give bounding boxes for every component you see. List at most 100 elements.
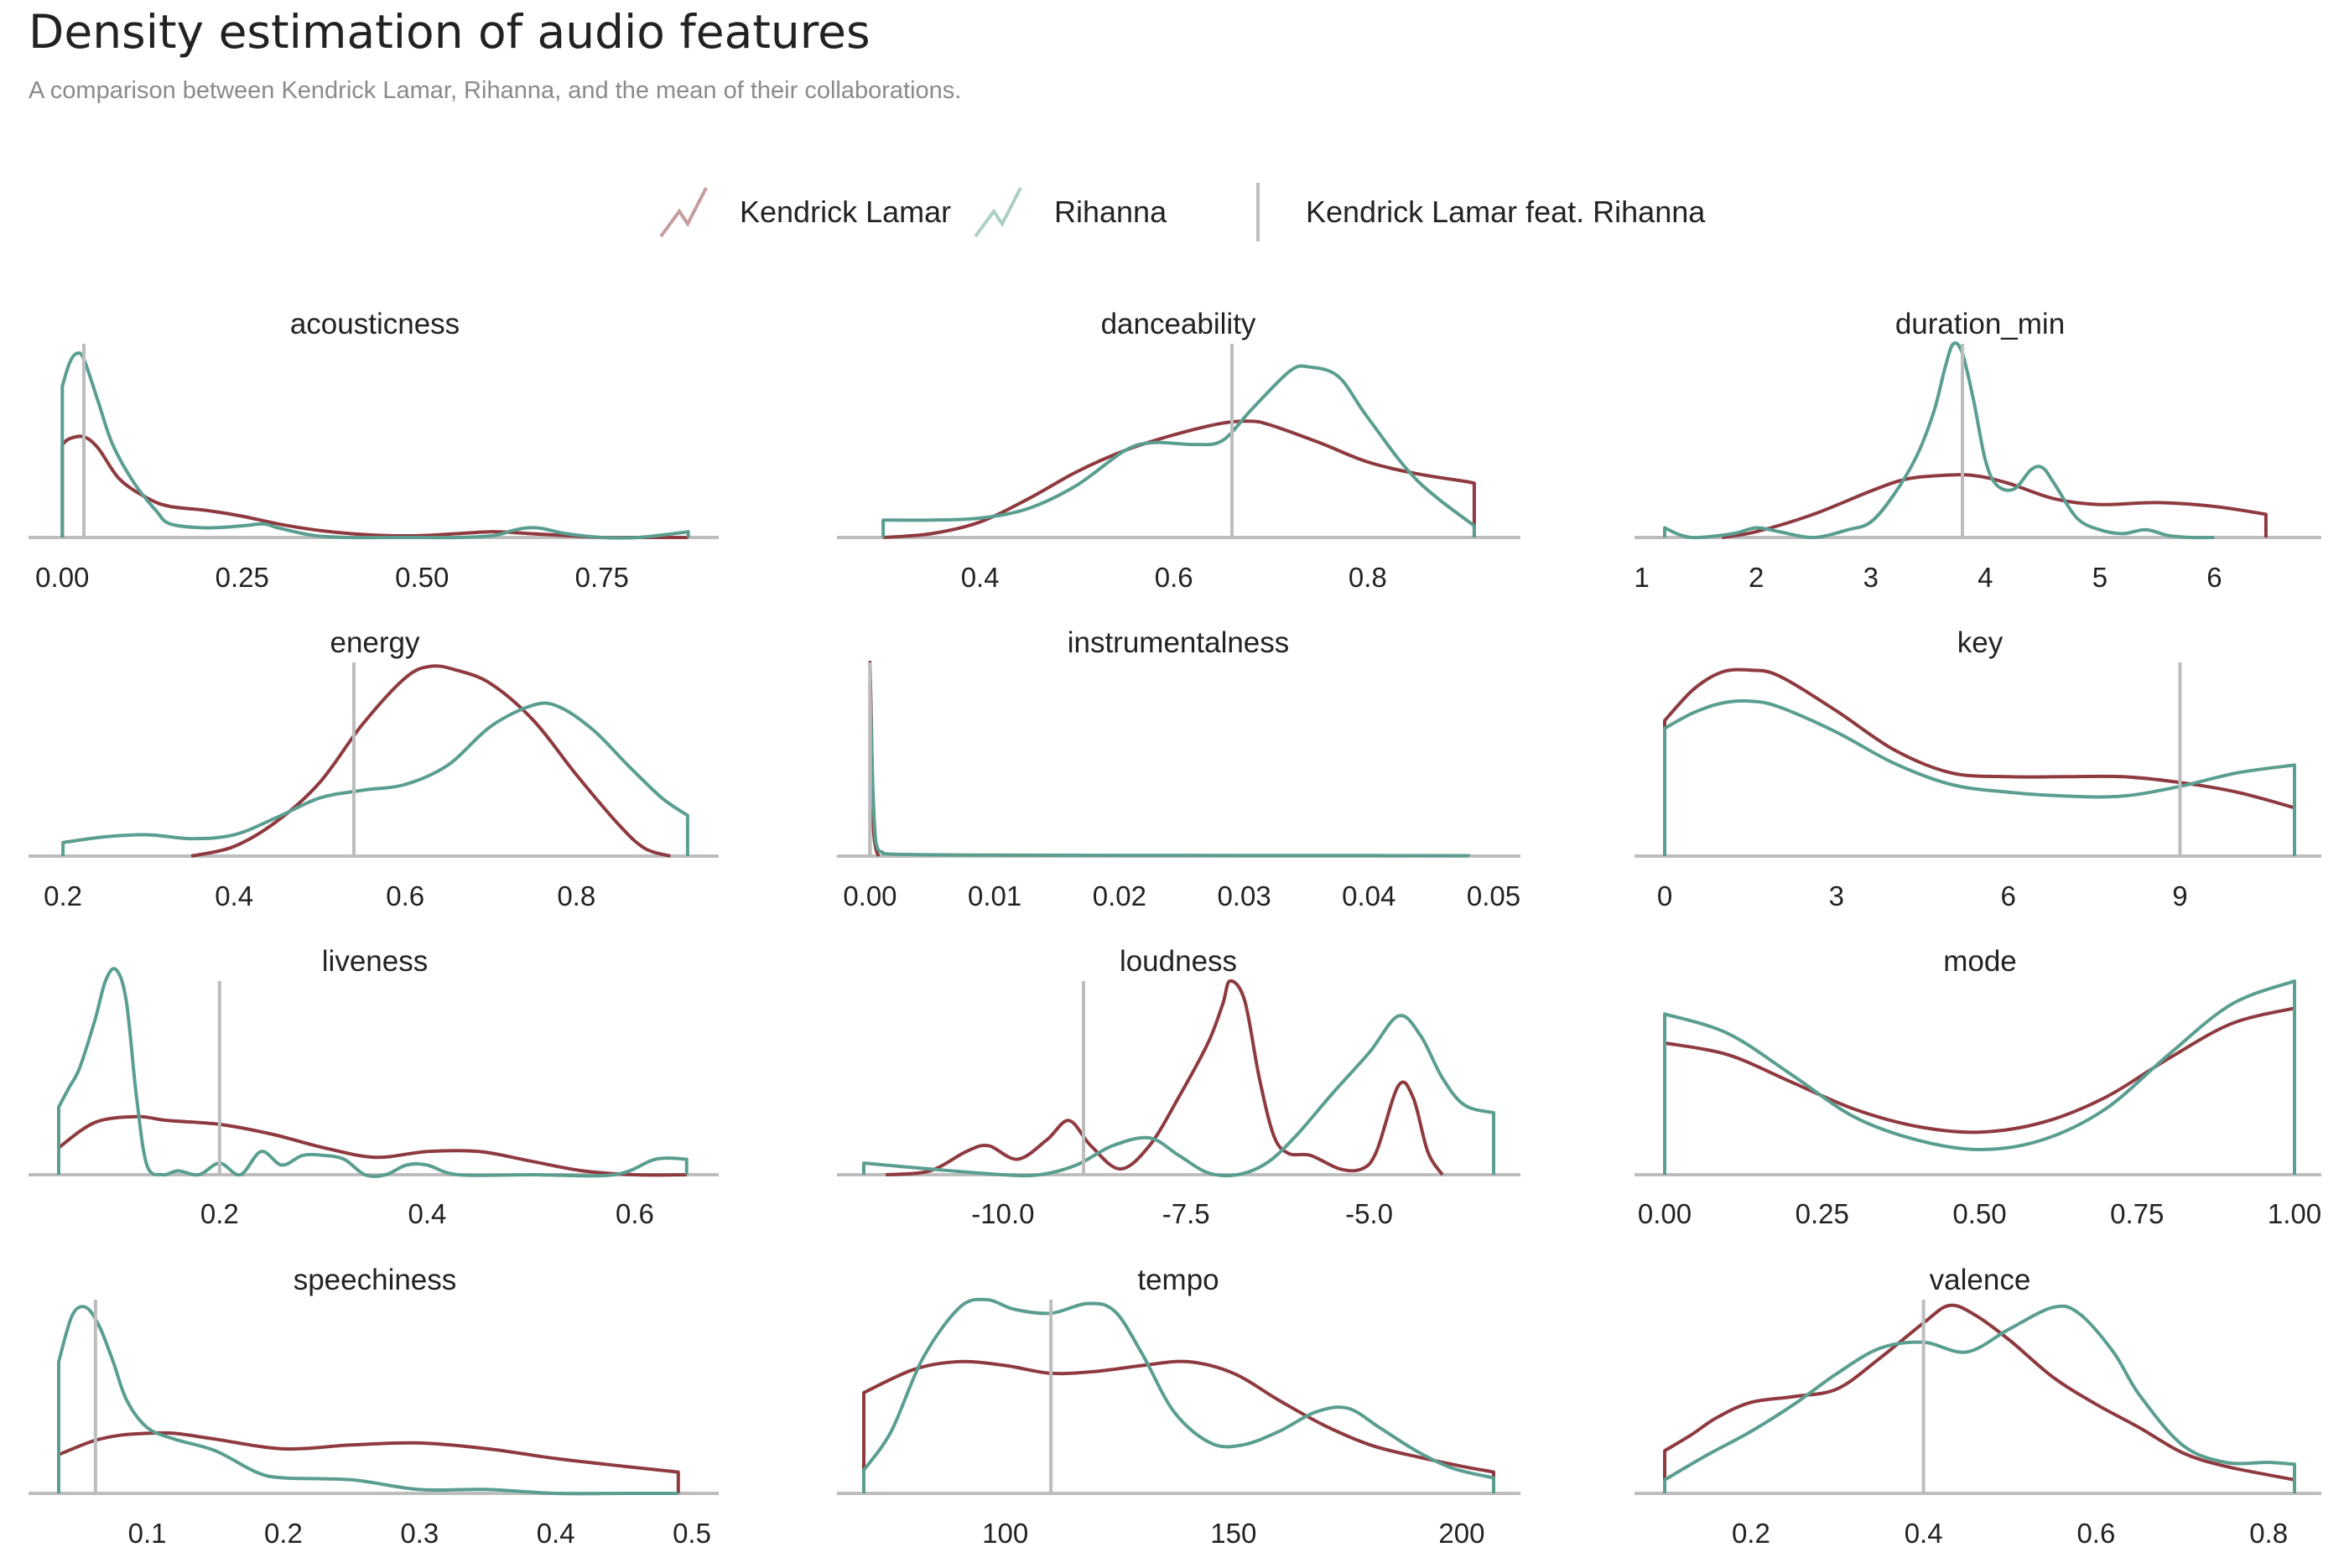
density-line-rihanna: [60, 350, 690, 540]
line-glyph-icon: [974, 187, 1022, 238]
vline-glyph-icon: [1256, 183, 1260, 241]
x-tick-label: 6: [2000, 880, 2015, 911]
legend-item-collab: Kendrick Lamar feat. Rihanna: [1241, 178, 1744, 245]
facet-title: loudness: [1120, 945, 1237, 978]
legend-label-kendrick: Kendrick Lamar: [740, 195, 952, 229]
x-tick-label: 0.4: [408, 1198, 446, 1229]
x-tick-label: 0.1: [128, 1518, 167, 1549]
x-tick-label: -7.5: [1162, 1198, 1210, 1229]
x-tick-label: 0.2: [200, 1198, 239, 1229]
x-tick-label: 0.2: [1732, 1518, 1770, 1549]
density-line-kendrick: [1663, 1006, 2296, 1175]
facet-valence: valence 0.2 0.4 0.6 0.8: [1635, 1264, 2321, 1549]
density-line-kendrick: [57, 1114, 687, 1177]
x-tick-label: 0.2: [264, 1518, 303, 1549]
density-line-rihanna: [1663, 979, 2296, 1175]
density-line-rihanna: [862, 1297, 1495, 1493]
facet-title: duration_min: [1895, 308, 2065, 340]
x-tick-label: 0: [1657, 880, 1672, 911]
density-line-kendrick: [190, 664, 672, 858]
facet-title: valence: [1930, 1264, 2031, 1296]
facet-loudness: loudness -10.0 -7.5 -5.0: [837, 945, 1520, 1229]
x-tick-label: 0.02: [1093, 880, 1146, 911]
legend-item-rihanna: Rihanna: [969, 178, 1178, 245]
density-line-rihanna: [57, 967, 689, 1178]
density-line-kendrick: [1663, 1303, 2296, 1493]
x-tick-label: 9: [2172, 880, 2187, 911]
legend-label-collab: Kendrick Lamar feat. Rihanna: [1306, 195, 1706, 229]
facet-title: tempo: [1137, 1264, 1219, 1296]
density-line-kendrick: [862, 1359, 1495, 1493]
x-tick-label: 0.8: [557, 880, 595, 911]
density-line-kendrick: [1663, 667, 2296, 856]
x-tick-label: 0.00: [843, 880, 897, 911]
facet-title: danceability: [1101, 308, 1256, 340]
x-tick-label: 0.6: [616, 1198, 654, 1229]
density-line-kendrick: [886, 979, 1444, 1176]
facet-energy: energy 0.2 0.4 0.6 0.8: [29, 626, 719, 911]
density-line-rihanna: [1663, 1304, 2296, 1493]
legend-item-kendrick: Kendrick Lamar: [654, 178, 956, 245]
x-tick-label: 0.75: [575, 562, 629, 593]
facet-tempo: tempo 100 150 200: [837, 1264, 1520, 1549]
density-line-kendrick: [1721, 473, 2268, 539]
facet-duration_min: duration_min 1 2 3 4 5 6: [1635, 308, 2321, 593]
legend-key-kendrick: [659, 187, 708, 238]
x-tick-label: 0.05: [1467, 880, 1520, 911]
x-tick-label: 5: [2092, 562, 2108, 593]
facet-title: acousticness: [290, 308, 460, 340]
x-tick-label: 0.6: [2076, 1518, 2115, 1549]
x-tick-label: 0.4: [1905, 1518, 1943, 1549]
x-tick-label: 3: [1829, 880, 1844, 911]
legend-key-rihanna: [974, 187, 1022, 238]
x-tick-label: 3: [1863, 562, 1879, 593]
density-line-kendrick: [60, 434, 689, 540]
facet-danceability: danceability 0.4 0.6 0.8: [837, 308, 1520, 593]
page-subtitle: A comparison between Kendrick Lamar, Rih…: [29, 77, 962, 104]
x-tick-label: 4: [1978, 562, 1993, 593]
x-tick-label: 150: [1210, 1518, 1256, 1549]
facet-speechiness: speechiness 0.1 0.2 0.3 0.4 0.5: [29, 1264, 719, 1549]
x-tick-label: 6: [2206, 562, 2222, 593]
x-tick-label: 0.03: [1217, 880, 1271, 911]
x-tick-label: 0.50: [1952, 1198, 2006, 1229]
facet-instrumentalness: instrumentalness 0.00 0.01 0.02 0.03 0.04 0.05: [837, 626, 1520, 911]
facet-title: mode: [1943, 945, 2017, 978]
x-tick-label: 0.5: [673, 1518, 711, 1549]
facet-mode: mode 0.00 0.25 0.50 0.75 1.00: [1635, 945, 2321, 1229]
x-tick-label: 0.3: [400, 1518, 439, 1549]
x-tick-label: 0.00: [1638, 1198, 1692, 1229]
x-tick-label: 0.6: [1155, 562, 1193, 593]
facet-title: liveness: [322, 945, 428, 978]
x-tick-label: 1.00: [2268, 1198, 2321, 1229]
x-tick-label: 0.8: [2249, 1518, 2288, 1549]
density-line-rihanna: [881, 364, 1476, 537]
facet-key: key 0 3 6 9: [1635, 626, 2321, 911]
density-line-rihanna: [868, 680, 1471, 858]
x-tick-label: 0.8: [1349, 562, 1387, 593]
density-line-rihanna: [1663, 698, 2296, 856]
x-tick-label: 0.6: [386, 880, 424, 911]
facet-acousticness: acousticness 0.00 0.25 0.50 0.75: [29, 308, 719, 593]
facet-title: energy: [330, 626, 420, 659]
density-line-rihanna: [1663, 341, 2215, 540]
x-tick-label: 200: [1438, 1518, 1484, 1549]
x-tick-label: 0.50: [395, 562, 449, 593]
x-tick-label: 1: [1635, 562, 1650, 593]
legend-label-rihanna: Rihanna: [1054, 195, 1167, 229]
line-glyph-icon: [659, 187, 708, 238]
facet-title: instrumentalness: [1068, 626, 1290, 659]
x-tick-label: 0.2: [44, 880, 82, 911]
density-line-rihanna: [862, 1014, 1495, 1178]
x-tick-label: 0.01: [968, 880, 1021, 911]
density-line-kendrick: [57, 1430, 680, 1493]
x-tick-label: 0.04: [1342, 880, 1395, 911]
x-tick-label: -10.0: [971, 1198, 1034, 1229]
x-tick-label: 0.25: [216, 562, 269, 593]
x-tick-label: 0.4: [537, 1518, 575, 1549]
x-tick-label: 0.4: [961, 562, 1000, 593]
x-tick-label: 0.25: [1796, 1198, 1849, 1229]
x-tick-label: 0.75: [2110, 1198, 2164, 1229]
facet-title: speechiness: [294, 1264, 457, 1296]
